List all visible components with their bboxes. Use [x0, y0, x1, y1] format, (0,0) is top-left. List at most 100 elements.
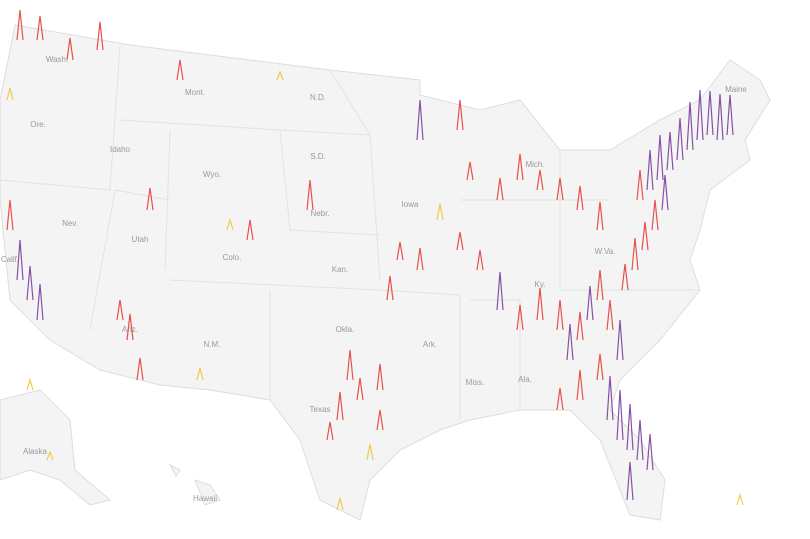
state-label: Ark. [423, 340, 437, 349]
spike [276, 70, 284, 81]
spike [631, 237, 639, 271]
state-borders [0, 44, 700, 420]
spike [586, 285, 594, 321]
state-label: Calif. [1, 255, 19, 264]
state-label: S.D. [310, 152, 326, 161]
spike [226, 217, 234, 231]
spike [16, 239, 24, 281]
spike [596, 353, 604, 381]
state-label: Miss. [466, 378, 485, 387]
spike [516, 153, 524, 181]
state-label: Ky. [535, 280, 546, 289]
spike [621, 263, 629, 291]
spike [416, 247, 424, 271]
spike [196, 367, 204, 381]
spike [496, 177, 504, 201]
spike [376, 409, 384, 431]
state-label: Ala. [518, 375, 532, 384]
spike [16, 9, 24, 41]
state-label: Idaho [110, 145, 131, 154]
spike [686, 101, 694, 151]
state-label: Maine [725, 85, 747, 94]
spike [6, 199, 14, 231]
spike [656, 134, 664, 181]
spike [646, 433, 654, 471]
spike [536, 287, 544, 321]
us-outline [0, 24, 771, 521]
spike [146, 187, 154, 211]
spike [726, 94, 734, 136]
spike [556, 299, 564, 331]
spike [66, 37, 74, 61]
state-label: Wash. [46, 55, 68, 64]
spike [626, 403, 634, 451]
spike [496, 271, 504, 311]
spike [36, 15, 44, 41]
spike [616, 319, 624, 361]
spike [576, 369, 584, 401]
spike [436, 203, 444, 221]
spike [376, 363, 384, 391]
state-label: Wyo. [203, 170, 221, 179]
state-label: Okla. [336, 325, 355, 334]
spike [306, 179, 314, 211]
spike [616, 389, 624, 441]
spike [636, 169, 644, 201]
spikes [6, 9, 744, 511]
spike [536, 169, 544, 191]
hawaii-outline [168, 463, 221, 506]
spike [661, 174, 669, 211]
spike [466, 161, 474, 181]
spike [96, 21, 104, 51]
state-label: Utah [132, 235, 149, 244]
spike [641, 221, 649, 251]
spike [696, 89, 704, 141]
spike [136, 357, 144, 381]
spike [596, 201, 604, 231]
state-label: Mich. [525, 160, 544, 169]
spike [346, 349, 354, 381]
spike [651, 199, 659, 231]
state-label: Mont. [185, 88, 205, 97]
spike [26, 265, 34, 301]
state-label: Texas [310, 405, 331, 414]
state-label: Colo. [223, 253, 242, 262]
spike [716, 93, 724, 141]
spike [356, 377, 364, 401]
state-label: Hawaii [193, 494, 217, 503]
spike [646, 149, 654, 191]
state-label: N.M. [204, 340, 221, 349]
spike [576, 185, 584, 211]
spike [666, 131, 674, 171]
alaska-outline [0, 389, 112, 506]
spike [576, 311, 584, 341]
state-label: Alaska [23, 447, 48, 456]
spike [626, 461, 634, 501]
spike [636, 419, 644, 461]
spike [456, 231, 464, 251]
spike [456, 99, 464, 131]
spike [326, 421, 334, 441]
state-label: W.Va. [595, 247, 616, 256]
spike [556, 177, 564, 201]
spike [566, 323, 574, 361]
spike [6, 87, 14, 101]
spike [46, 450, 54, 461]
state-label: Nev. [62, 219, 78, 228]
spike [476, 249, 484, 271]
spike [396, 241, 404, 261]
state-label: Ore. [30, 120, 46, 129]
spike [26, 377, 34, 391]
state-label: Iowa [402, 200, 419, 209]
spike [596, 269, 604, 301]
spike [246, 219, 254, 241]
state-label: Ariz. [122, 325, 138, 334]
spike [706, 90, 714, 136]
spike [516, 304, 524, 331]
spike [606, 375, 614, 421]
spike [556, 387, 564, 411]
state-label: N.D. [310, 93, 326, 102]
state-label: Kan. [332, 265, 348, 274]
